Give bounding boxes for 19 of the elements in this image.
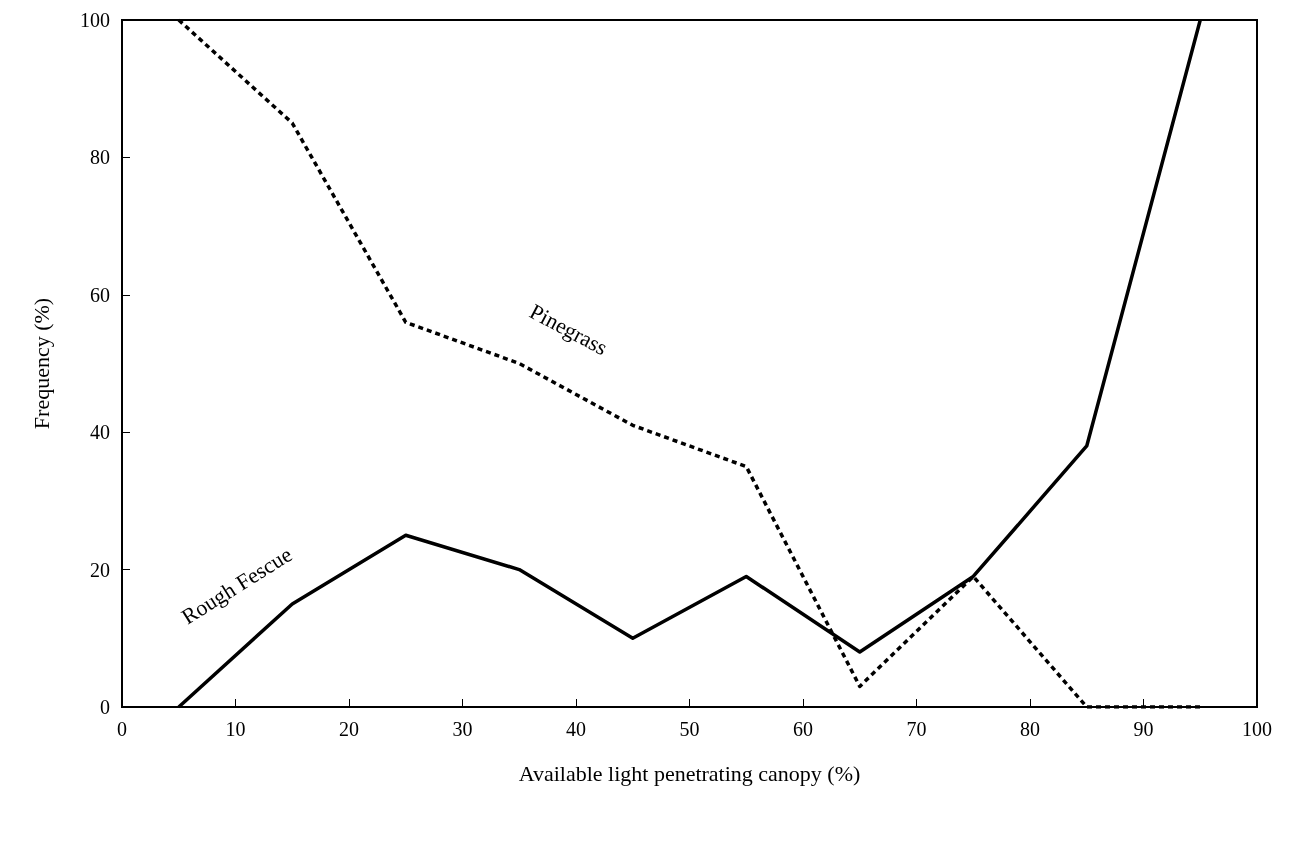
- x-tick-label: 50: [679, 718, 700, 740]
- x-tick-label: 40: [566, 718, 586, 740]
- x-tick-label: 0: [117, 718, 127, 740]
- x-tick-label: 10: [225, 718, 246, 740]
- x-tick-label: 70: [906, 718, 927, 740]
- y-tick-label: 40: [90, 421, 110, 444]
- y-tick-label: 100: [80, 9, 110, 31]
- x-tick-label: 90: [1133, 718, 1154, 740]
- x-tick-label: 80: [1020, 718, 1040, 740]
- y-tick-label: 80: [90, 146, 110, 169]
- y-axis-title: Frequency (%): [28, 297, 54, 430]
- x-tick-label: 60: [793, 718, 813, 740]
- x-tick-label: 30: [452, 718, 473, 740]
- x-tick-label: 20: [339, 718, 359, 740]
- y-tick-label: 60: [90, 283, 110, 306]
- x-tick-label: 100: [1242, 718, 1272, 740]
- y-tick-label: 20: [90, 558, 110, 581]
- x-axis-title: Available light penetrating canopy (%): [518, 760, 861, 786]
- y-tick-label: 0: [100, 696, 110, 718]
